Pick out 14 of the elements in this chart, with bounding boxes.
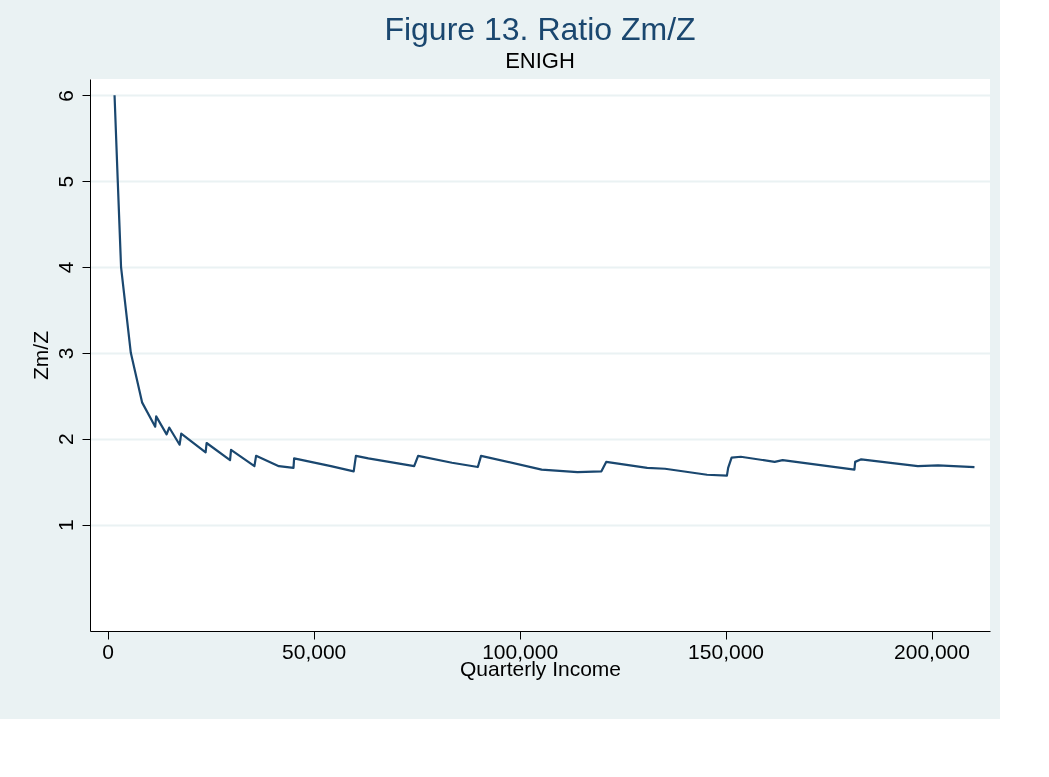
y-tick-label: 4	[53, 261, 77, 274]
y-tick-label: 2	[53, 433, 77, 446]
x-tick-label: 50,000	[282, 639, 347, 663]
chart-subtitle: ENIGH	[505, 48, 575, 73]
line-series	[113, 94, 976, 477]
chart-title: Figure 13. Ratio Zm/Z	[384, 11, 696, 47]
y-tick-label: 6	[53, 89, 77, 102]
x-tick-label: 200,000	[894, 639, 970, 663]
y-axis-title: Zm/Z	[28, 330, 52, 380]
x-tick-label: 150,000	[688, 639, 765, 663]
y-tick-label: 5	[53, 175, 77, 188]
y-tick-label: 1	[53, 519, 77, 531]
x-tick-label: 0	[102, 639, 115, 663]
y-tick-label: 3	[53, 347, 77, 360]
